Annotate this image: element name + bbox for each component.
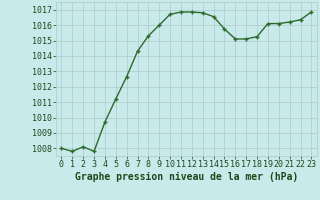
X-axis label: Graphe pression niveau de la mer (hPa): Graphe pression niveau de la mer (hPa)	[75, 172, 298, 182]
